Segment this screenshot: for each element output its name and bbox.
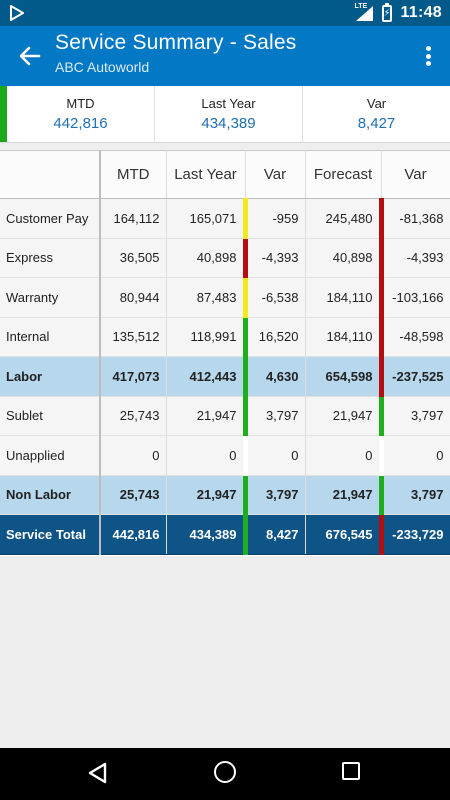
cell-var: 8,427 [242,514,306,555]
network-label: LTE [354,3,368,10]
row-label: Internal [0,317,101,357]
cell-last-year: 118,991 [166,317,246,357]
cell-forecast: 0 [305,435,382,476]
cell-var: 0 [245,435,306,476]
row-label: Warranty [0,277,101,318]
summary-last-year: Last Year 434,389 [155,86,303,142]
table-header-row: MTD Last Year Var Forecast Var [0,150,450,199]
cell-last-year: 40,898 [166,238,246,278]
column-header-var[interactable]: Var [245,150,306,199]
system-nav-bar [0,748,450,800]
row-label: Service Total [0,514,101,555]
cell-last-year: 412,443 [166,356,246,397]
summary-value: 8,427 [357,115,396,132]
cell-mtd: 417,073 [100,356,167,397]
cell-mtd: 135,512 [100,317,167,357]
cell-mtd: 25,743 [100,475,167,515]
summary-var: Var 8,427 [303,86,450,142]
overflow-menu-icon[interactable] [420,44,436,68]
row-label: Unapplied [0,435,101,476]
row-label: Sublet [0,396,101,436]
row-label: Express [0,238,101,278]
row-label: Labor [0,356,101,397]
cell-forecast-var: 0 [381,435,450,476]
subtotal-row[interactable]: Non Labor 25,743 21,947 3,797 21,947 3,797 [0,475,450,515]
cell-mtd: 80,944 [100,277,167,318]
back-arrow-icon[interactable] [16,42,44,70]
summary-strip: MTD 442,816 Last Year 434,389 Var 8,427 [0,86,450,143]
clock: 11:48 [400,4,442,21]
cell-var: -4,393 [242,238,306,278]
total-row[interactable]: Service Total 442,816 434,389 8,427 676,545-… [0,514,450,555]
cell-forecast: 21,947 [305,396,382,436]
battery-charging-icon: ⚡ [382,2,393,22]
cell-mtd: 442,816 [100,514,167,555]
cell-forecast: 654,598 [305,356,382,397]
cell-forecast-var: -103,166 [378,277,450,318]
cell-var: 4,630 [242,356,306,397]
cell-var: -6,538 [242,277,306,318]
cell-forecast: 245,480 [305,198,382,239]
cell-forecast-var: -233,729 [378,514,450,555]
cell-forecast: 40,898 [305,238,382,278]
page-title: Service Summary - Sales [55,31,297,54]
subtotal-row[interactable]: Labor 417,073 412,443 4,630 654,598 -237,525 [0,356,450,397]
recents-square-icon[interactable] [342,762,360,780]
page-subtitle: ABC Autoworld [55,59,150,75]
cell-forecast-var: -237,525 [378,356,450,397]
cell-forecast-var: -48,598 [378,317,450,357]
play-store-icon [10,5,24,26]
cell-mtd: 0 [100,435,167,476]
home-circle-icon[interactable] [214,761,236,783]
column-header-category [0,150,101,199]
cell-forecast-var: 3,797 [378,475,450,515]
status-bar: LTE ⚡ 11:48 [0,0,450,26]
summary-label: MTD [66,96,95,111]
cell-last-year: 21,947 [166,475,246,515]
cell-var: -959 [242,198,306,239]
cell-last-year: 434,389 [166,514,246,555]
summary-mtd: MTD 442,816 [7,86,155,142]
cell-forecast: 21,947 [305,475,382,515]
table-row[interactable]: Express 36,505 40,898 -4,393 40,898 -4,393 [0,238,450,278]
table-row[interactable]: Unapplied 0 0 0 0 0 [0,435,450,476]
cell-last-year: 87,483 [166,277,246,318]
table-row[interactable]: Sublet 25,743 21,947 3,797 21,947 3,797 [0,396,450,436]
cell-last-year: 165,071 [166,198,246,239]
status-accent-bar [0,86,7,142]
cell-forecast: 676,545 [305,514,382,555]
column-header-forecast[interactable]: Forecast [305,150,382,199]
cell-var: 16,520 [242,317,306,357]
table-row[interactable]: Internal 135,512 118,991 16,520 184,110 -48,5… [0,317,450,357]
row-label: Non Labor [0,475,101,515]
cell-mtd: 164,112 [100,198,167,239]
cell-forecast: 184,110 [305,277,382,318]
summary-value: 442,816 [53,115,108,132]
cell-last-year: 21,947 [166,396,246,436]
cell-forecast: 184,110 [305,317,382,357]
cell-last-year: 0 [166,435,246,476]
service-summary-table[interactable]: MTD Last Year Var Forecast Var Customer … [0,150,450,556]
app-bar: Service Summary - Sales ABC Autoworld [0,26,450,86]
row-label: Customer Pay [0,198,101,239]
summary-value: 434,389 [201,115,256,132]
cell-mtd: 25,743 [100,396,167,436]
summary-label: Var [366,96,387,111]
table-row[interactable]: Customer Pay 164,112 165,071 -959 245,480 -81… [0,198,450,239]
table-row[interactable]: Warranty 80,944 87,483 -6,538 184,110 -103,16… [0,277,450,318]
cell-forecast-var: 3,797 [378,396,450,436]
lte-signal-icon: LTE [354,3,374,21]
cell-var: 3,797 [242,475,306,515]
column-header-last-year[interactable]: Last Year [166,150,246,199]
cell-forecast-var: -4,393 [378,238,450,278]
back-triangle-icon[interactable] [87,762,109,789]
cell-mtd: 36,505 [100,238,167,278]
column-header-mtd[interactable]: MTD [100,150,167,199]
column-header-forecast-var[interactable]: Var [381,150,450,199]
cell-forecast-var: -81,368 [378,198,450,239]
summary-label: Last Year [201,96,256,111]
cell-var: 3,797 [242,396,306,436]
